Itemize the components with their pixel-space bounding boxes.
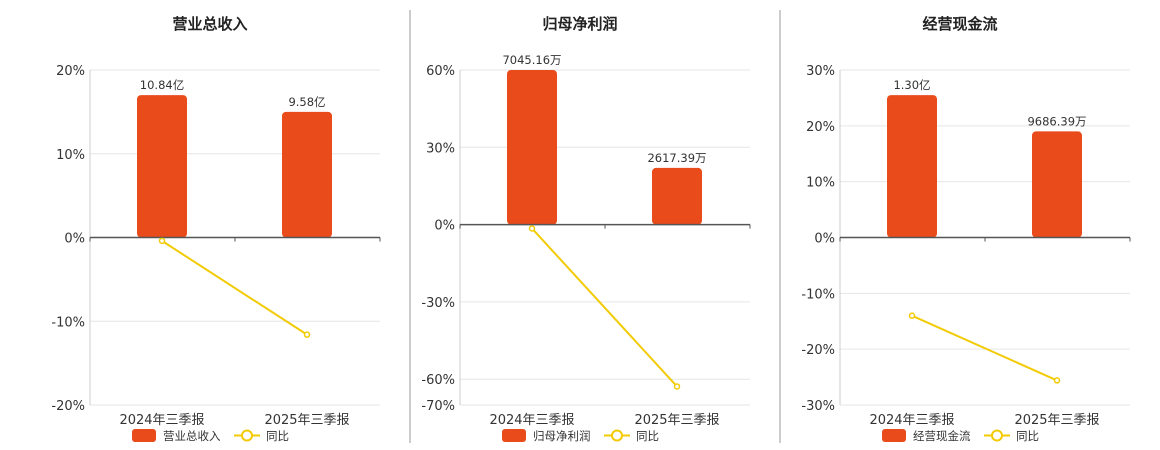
chart-title: 归母净利润 <box>542 15 617 33</box>
x-category-label: 2025年三季报 <box>1014 413 1099 428</box>
chart-panel-3: 经营现金流 30% 20% 10% 0% -10% -20% -30% 1.30亿 9686.39… <box>801 15 1131 443</box>
y-tick-label: -10% <box>51 315 85 330</box>
legend-line-label: 同比 <box>1016 429 1039 443</box>
bar <box>1032 131 1082 238</box>
legend-line-marker <box>241 429 253 442</box>
y-tick-label: -20% <box>51 399 85 414</box>
x-category-label: 2024年三季报 <box>489 413 574 428</box>
yoy-point <box>673 383 681 390</box>
x-category-label: 2025年三季报 <box>264 413 349 428</box>
bar <box>652 167 702 225</box>
yoy-line <box>531 227 678 388</box>
yoy-line <box>911 314 1058 382</box>
y-tick-label: 10% <box>56 148 85 163</box>
legend-bar-label: 营业总收入 <box>163 429 221 443</box>
bar <box>507 70 557 225</box>
y-tick-label: 0% <box>814 232 835 247</box>
y-tick-label: 10% <box>806 176 835 191</box>
bar <box>887 95 937 238</box>
bar <box>137 95 187 238</box>
legend-bar-swatch <box>882 429 906 442</box>
y-tick-label: 60% <box>426 64 455 79</box>
bar-data-label: 2617.39万 <box>647 151 706 165</box>
legend-line-label: 同比 <box>636 429 659 443</box>
bar-data-label: 9.58亿 <box>288 95 325 109</box>
y-tick-label: -10% <box>801 287 835 302</box>
y-tick-label: 0% <box>64 232 85 247</box>
y-tick-label: 20% <box>56 64 85 79</box>
chart-panel-2: 归母净利润 60% 30% 0% -30% -60% -70% 7045.16万 2617.39… <box>421 15 751 443</box>
yoy-point <box>528 225 536 232</box>
y-tick-label: 30% <box>806 64 835 79</box>
yoy-line <box>161 240 308 336</box>
legend-line-marker <box>611 429 623 442</box>
legend-line-label: 同比 <box>266 429 289 443</box>
bar-data-label: 9686.39万 <box>1027 114 1086 128</box>
y-tick-label: -70% <box>421 399 455 414</box>
y-tick-label: -30% <box>801 399 835 414</box>
yoy-point <box>158 237 166 245</box>
y-tick-label: -30% <box>421 296 455 311</box>
legend-bar-swatch <box>132 429 156 442</box>
yoy-point <box>303 331 311 338</box>
x-category-label: 2024年三季报 <box>869 413 954 428</box>
y-tick-label: -60% <box>421 373 455 388</box>
chart-title: 经营现金流 <box>922 15 997 33</box>
bar-data-label: 7045.16万 <box>502 53 561 67</box>
bar-data-label: 1.30亿 <box>893 78 930 92</box>
legend-bar-label: 经营现金流 <box>913 429 971 443</box>
legend-line-marker <box>991 429 1003 442</box>
bar-data-label: 10.84亿 <box>140 78 184 92</box>
chart-title: 营业总收入 <box>172 15 247 33</box>
y-tick-label: 0% <box>434 219 455 234</box>
x-category-label: 2024年三季报 <box>119 413 204 428</box>
yoy-point <box>908 312 916 319</box>
bar <box>282 111 332 238</box>
y-tick-label: 20% <box>806 120 835 135</box>
y-tick-label: 30% <box>426 141 455 156</box>
legend-bar-swatch <box>502 429 526 442</box>
legend-bar-label: 归母净利润 <box>533 429 591 443</box>
x-category-label: 2025年三季报 <box>634 413 719 428</box>
yoy-point <box>1053 377 1061 384</box>
chart-panel-1: 营业总收入 20% 10% 0% -10% -20% 10.84亿 9.58亿 2024年三季报… <box>51 15 381 443</box>
y-tick-label: -20% <box>801 343 835 358</box>
